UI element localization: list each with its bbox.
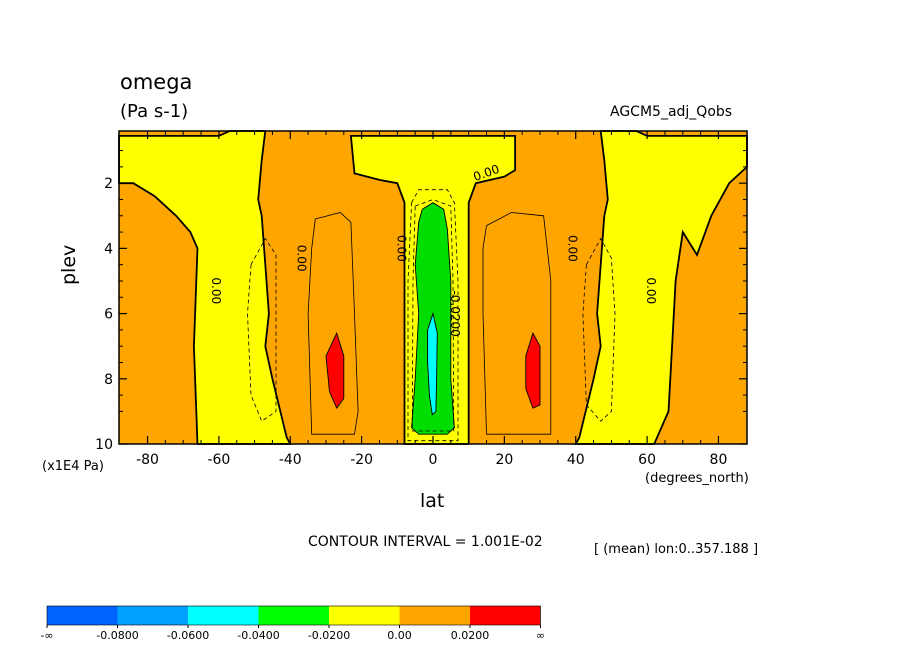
colorbar-swatch bbox=[329, 606, 400, 625]
contour-green-core bbox=[411, 202, 455, 435]
colorbar-swatch bbox=[47, 606, 118, 625]
contour-label: 0.00 bbox=[294, 245, 308, 272]
x-tick-label: 0 bbox=[429, 452, 438, 468]
colorbar-label: 0.00 bbox=[387, 629, 412, 642]
contour-interval-note: CONTOUR INTERVAL = 1.001E-02 bbox=[308, 534, 543, 550]
zero-contour-east bbox=[574, 130, 748, 445]
contour-label: -0.0200 bbox=[448, 290, 462, 336]
positive-contour-west bbox=[307, 212, 359, 435]
x-tick-label: 60 bbox=[638, 452, 656, 468]
peak-ascent-region bbox=[427, 313, 438, 415]
y-tick-label: 10 bbox=[95, 437, 113, 453]
colorbar-swatch bbox=[258, 606, 329, 625]
x-tick-label: 20 bbox=[495, 452, 513, 468]
x-axis-label: lat bbox=[420, 490, 445, 512]
y-tick-label: 2 bbox=[104, 176, 113, 192]
negative-contour-equator-outer bbox=[407, 189, 459, 442]
negative-contour-equator-inner bbox=[411, 199, 455, 432]
colorbar-swatch bbox=[117, 606, 188, 625]
colorbar-label: -0.0600 bbox=[167, 629, 209, 642]
contour-label: 0.00 bbox=[644, 277, 658, 304]
x-tick-label: -60 bbox=[207, 452, 230, 468]
colorbar-label: -0.0800 bbox=[96, 629, 138, 642]
contour-red-east bbox=[525, 331, 541, 409]
zero-contour-west bbox=[118, 130, 292, 445]
x-axis-units: (degrees_north) bbox=[645, 471, 749, 486]
contour-label: 0.00 bbox=[394, 235, 408, 262]
subsidence-core-west bbox=[326, 333, 344, 409]
x-tick-label: 40 bbox=[567, 452, 585, 468]
colorbar-frame bbox=[46, 605, 541, 626]
y-tick-label: 8 bbox=[104, 372, 113, 388]
contour-label: 0.00 bbox=[209, 277, 223, 304]
colorbar-swatch bbox=[399, 606, 470, 625]
chart-title: omega bbox=[120, 70, 193, 94]
y-axis-units: (x1E4 Pa) bbox=[42, 459, 104, 474]
colorbar-label: 0.0200 bbox=[451, 629, 490, 642]
colorbar-label: -∞ bbox=[40, 629, 53, 642]
y-tick-label: 6 bbox=[104, 307, 113, 323]
mean-note: [ (mean) lon:0..357.188 ] bbox=[594, 542, 759, 557]
x-tick-label: 80 bbox=[710, 452, 728, 468]
x-tick-label: -80 bbox=[136, 452, 159, 468]
colorbar-label: -0.0400 bbox=[237, 629, 279, 642]
contour-red-west bbox=[325, 331, 345, 409]
positive-contour-east bbox=[482, 212, 552, 435]
dataset-name: AGCM5_adj_Qobs bbox=[610, 104, 733, 120]
negative-region-west bbox=[119, 131, 291, 444]
x-tick-label: -20 bbox=[350, 452, 373, 468]
chart-units: (Pa s-1) bbox=[120, 101, 189, 122]
contour-label: 0.00 bbox=[566, 235, 580, 262]
subsidence-core-east bbox=[525, 333, 540, 409]
colorbar-label: ∞ bbox=[536, 629, 545, 642]
negative-contour-east bbox=[582, 237, 616, 422]
x-tick-label: -40 bbox=[279, 452, 302, 468]
colorbar-label: -0.0200 bbox=[308, 629, 350, 642]
negative-region-east bbox=[575, 131, 747, 444]
contour-cyan-core bbox=[427, 311, 438, 416]
colorbar-swatch bbox=[470, 606, 541, 625]
colorbar-swatch bbox=[188, 606, 259, 625]
y-tick-label: 4 bbox=[104, 241, 113, 257]
